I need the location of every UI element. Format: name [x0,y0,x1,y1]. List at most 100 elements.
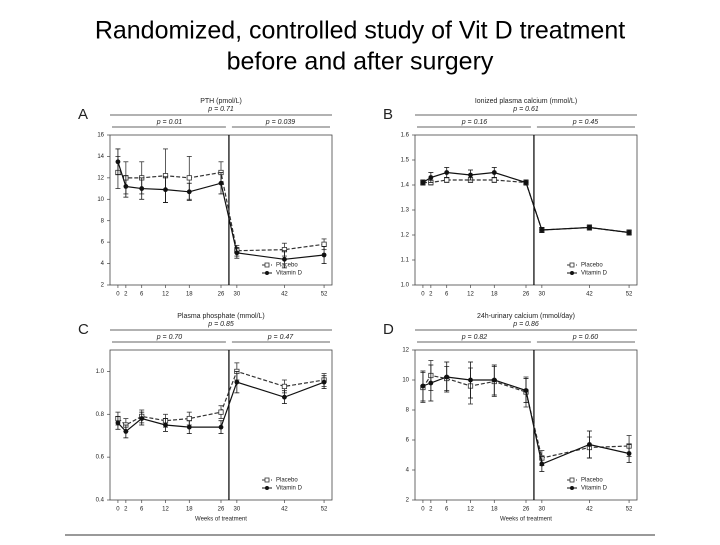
x-tick-label: 12 [467,292,474,298]
p-value: p = 0.82 [461,334,488,341]
x-tick-label: 2 [429,292,433,298]
plot-frame [109,134,333,286]
legend-label: Placebo [276,263,298,269]
p-value: p = 0.45 [572,119,599,126]
legend-marker [264,262,270,268]
point [218,409,224,415]
y-tick-label: 6 [101,240,105,246]
point [468,377,473,383]
panel-label: B [383,106,393,123]
legend-marker [265,486,269,490]
point [321,252,327,258]
x-tick-label: 18 [491,507,498,513]
point [539,227,545,233]
point [282,394,287,400]
chart-title: Plasma phosphate (mmol/L) [177,313,265,320]
y-tick-label: 0.4 [96,498,105,504]
y-tick-label: 2 [101,283,105,289]
p-value: p = 0.01 [156,119,183,126]
point [420,383,426,389]
x-tick-label: 26 [218,507,225,513]
x-tick-label: 18 [186,292,193,298]
point [281,383,288,390]
plot-frame [414,349,638,501]
p-value: p = 0.61 [512,106,539,113]
x-tick-label: 6 [140,292,144,298]
chart-title: Ionized plasma calcium (mmol/L) [475,98,577,105]
point [444,170,450,175]
x-axis-label: Weeks of treatment [500,517,552,523]
panel-label: A [78,106,88,123]
point [539,461,545,467]
legend-label: Vitamin D [276,271,303,277]
p-value: p = 0.16 [461,119,488,126]
p-value: p = 0.60 [572,334,599,341]
panel-label: C [78,321,89,338]
point [123,429,129,434]
x-tick-label: 6 [445,292,449,298]
x-tick-label: 30 [234,292,241,298]
x-tick-label: 30 [234,507,241,513]
point [420,180,426,185]
point [587,442,592,447]
point [491,377,497,383]
slide-title: Randomized, controlled study of Vit D tr… [95,17,625,45]
x-tick-label: 26 [523,292,530,298]
p-value: p = 0.70 [156,334,183,341]
slide-title: before and after surgery [227,48,494,76]
point [186,424,192,430]
point [234,379,240,385]
x-tick-label: 12 [467,507,474,513]
y-tick-label: 12 [402,348,409,354]
y-tick-label: 6 [406,438,410,444]
point [282,256,287,262]
point [115,159,121,165]
y-tick-label: 1.3 [401,208,410,214]
x-tick-label: 18 [186,507,193,513]
legend-marker [570,271,574,275]
chart-title: 24h-urinary calcium (mmol/day) [477,313,575,320]
x-tick-label: 18 [491,292,498,298]
y-tick-label: 1.6 [401,133,410,139]
y-tick-label: 10 [97,197,104,203]
point [163,422,168,428]
point [139,186,145,191]
y-tick-label: 8 [406,408,410,414]
point [428,380,434,386]
p-value: p = 0.71 [207,106,234,113]
y-tick-label: 1.0 [96,369,105,375]
x-tick-label: 42 [586,507,593,513]
y-tick-label: 1.5 [401,158,410,164]
x-tick-label: 52 [321,292,328,298]
y-tick-label: 2 [406,498,410,504]
p-value: p = 0.47 [267,334,295,341]
y-tick-label: 1.1 [401,258,410,264]
point [587,225,592,230]
point [523,180,529,185]
point [491,170,497,175]
legend-marker [570,486,574,490]
y-tick-label: 12 [97,175,104,181]
x-tick-label: 52 [626,292,633,298]
legend-label: Placebo [581,263,603,269]
legend-label: Vitamin D [581,486,608,492]
x-tick-label: 26 [218,292,225,298]
legend-label: Placebo [276,478,298,484]
point [468,172,473,178]
point [428,175,434,180]
x-tick-label: 2 [124,507,128,513]
y-tick-label: 0.6 [96,455,105,461]
x-tick-label: 6 [445,507,449,513]
point [444,374,450,380]
x-tick-label: 6 [140,507,144,513]
point [163,187,168,193]
legend-marker [569,477,575,483]
plot-frame [414,134,638,286]
point [186,175,192,181]
y-tick-label: 1.4 [401,183,410,189]
p-value: p = 0.86 [512,321,539,328]
y-tick-label: 8 [101,218,105,224]
point [444,177,450,183]
y-tick-label: 4 [406,468,410,474]
